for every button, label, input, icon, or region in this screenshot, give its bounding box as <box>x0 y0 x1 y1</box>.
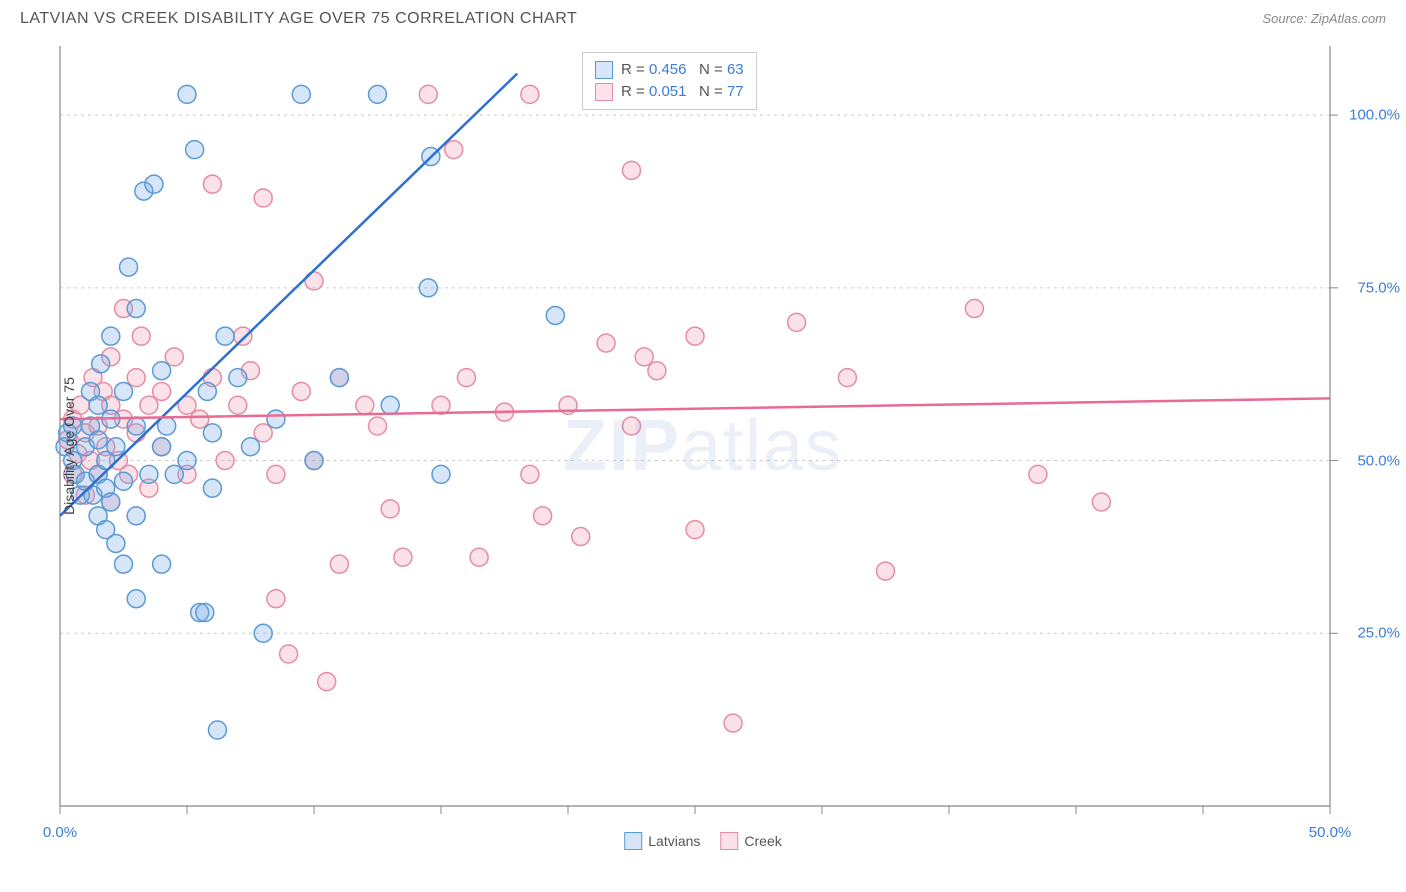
legend-row: R = 0.051 N = 77 <box>595 81 744 103</box>
x-tick-label: 50.0% <box>1309 824 1352 841</box>
legend-text: R = 0.456 N = 63 <box>621 59 744 81</box>
series-legend: Latvians Creek <box>624 820 782 861</box>
chart-container: Disability Age Over 75 ZIPatlas R = 0.45… <box>10 36 1396 856</box>
correlation-legend: R = 0.456 N = 63R = 0.051 N = 77 <box>582 52 757 110</box>
legend-text: R = 0.051 N = 77 <box>621 81 744 103</box>
source-label: Source: ZipAtlas.com <box>1262 11 1386 26</box>
legend-swatch <box>624 832 642 850</box>
series-legend-label: Creek <box>744 833 781 849</box>
series-legend-item: Latvians <box>624 820 700 861</box>
chart-title: LATVIAN VS CREEK DISABILITY AGE OVER 75 … <box>20 10 577 28</box>
y-tick-label: 100.0% <box>1349 107 1400 124</box>
y-axis-label: Disability Age Over 75 <box>61 377 77 515</box>
scatter-plot <box>10 36 1396 856</box>
series-legend-item: Creek <box>720 820 781 861</box>
legend-swatch <box>595 83 613 101</box>
x-tick-label: 0.0% <box>43 824 77 841</box>
legend-swatch <box>720 832 738 850</box>
y-tick-label: 50.0% <box>1357 452 1400 469</box>
y-tick-label: 75.0% <box>1357 279 1400 296</box>
legend-swatch <box>595 61 613 79</box>
legend-row: R = 0.456 N = 63 <box>595 59 744 81</box>
series-legend-label: Latvians <box>648 833 700 849</box>
y-tick-label: 25.0% <box>1357 625 1400 642</box>
